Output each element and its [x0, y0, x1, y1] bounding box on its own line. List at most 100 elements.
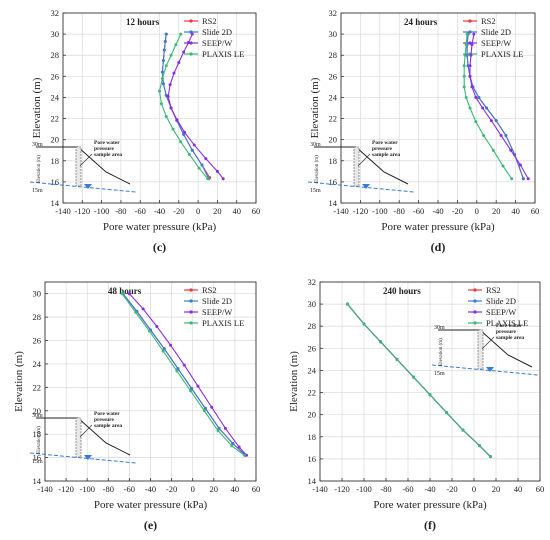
series-line-seep-w: [347, 303, 491, 458]
data-point: [160, 76, 164, 80]
inset-top-label: 30m: [32, 413, 43, 419]
data-point: [468, 106, 472, 110]
x-tick-label: 0: [472, 484, 476, 494]
slope-inset-diagram: 30m 15m Elevation (m) Pore water pressure sam…: [29, 140, 137, 194]
y-tick-label: 26: [308, 343, 317, 353]
data-point: [216, 429, 220, 433]
data-point: [491, 148, 495, 152]
water-table-line: [307, 181, 415, 193]
data-point: [186, 41, 190, 45]
water-level-icon: [362, 184, 370, 189]
x-tick-label: -40: [154, 206, 165, 216]
x-tick-label: 40: [511, 206, 520, 216]
y-tick-label: 14: [329, 198, 338, 208]
data-point: [464, 95, 468, 99]
data-point: [463, 53, 467, 57]
data-point: [187, 152, 191, 156]
sample-area-column: [75, 146, 82, 187]
data-point: [474, 120, 478, 124]
legend-label: PLAXIS LE: [202, 318, 244, 328]
data-point: [190, 148, 194, 152]
data-point: [189, 389, 193, 393]
data-point: [462, 74, 466, 78]
water-table-line: [431, 364, 539, 376]
water-level-icon: [84, 455, 92, 460]
slope-inset-diagram: 30m 15m Elevation (m) Pore water pressure sam…: [431, 323, 539, 377]
x-tick-label: 60: [252, 206, 261, 216]
data-point: [501, 164, 505, 168]
y-tick-label: 24: [329, 92, 338, 102]
y-tick-label: 16: [308, 454, 317, 464]
legend-marker: [189, 321, 193, 325]
data-point: [509, 148, 513, 152]
series-line-slide-2d: [347, 303, 491, 458]
data-point: [469, 53, 473, 57]
x-tick-label: 0: [196, 206, 200, 216]
legend-label: RS2: [481, 16, 496, 26]
y-tick-label: 20: [51, 135, 60, 145]
data-point: [210, 405, 214, 409]
inset-bottom-label: 15m: [32, 459, 43, 465]
x-tick-label: -140: [37, 484, 53, 494]
chart-panel-1: -140 -120 -100 -80 -60 -40 -20 0 20 40 60 14 16 18 20 2…: [29, 8, 261, 254]
annotation-leader: [357, 153, 371, 167]
y-tick-label: 22: [51, 114, 60, 124]
data-point: [445, 410, 448, 414]
panel-label: (f): [424, 518, 436, 532]
y-tick-label: 14: [308, 476, 317, 486]
data-point: [147, 329, 151, 333]
data-point: [217, 426, 221, 430]
data-point: [183, 130, 187, 134]
y-tick-label: 22: [308, 388, 317, 398]
y-tick-label: 26: [51, 71, 60, 81]
y-tick-label: 16: [33, 453, 42, 463]
series-line-seep-w: [167, 33, 224, 180]
data-point: [474, 95, 478, 99]
chart-title: 240 hours: [383, 286, 421, 296]
legend-label: PLAXIS LE: [481, 49, 523, 59]
y-tick-label: 22: [329, 114, 338, 124]
x-tick-label: -100: [79, 484, 95, 494]
x-tick-label: -80: [394, 206, 405, 216]
water-table-line: [29, 452, 137, 464]
x-tick-label: -100: [94, 206, 110, 216]
legend-marker: [473, 321, 477, 325]
water-table-line: [29, 181, 137, 193]
data-point: [464, 43, 468, 47]
y-tick-label: 28: [308, 321, 317, 331]
x-tick-label: -100: [372, 206, 388, 216]
data-point: [176, 367, 180, 371]
x-tick-label: -60: [124, 484, 135, 494]
x-tick-label: -140: [55, 206, 71, 216]
data-point: [489, 119, 493, 123]
x-axis-label: Pore water pressure (kPa): [103, 221, 217, 233]
data-point: [171, 127, 175, 131]
x-tick-label: -60: [135, 206, 146, 216]
x-tick-label: -60: [413, 206, 424, 216]
x-tick-label: 60: [252, 484, 261, 494]
data-point: [179, 32, 183, 36]
legend-marker: [473, 310, 477, 314]
data-point: [161, 349, 165, 353]
sample-area-column: [353, 146, 360, 187]
data-point: [206, 177, 210, 181]
data-point: [172, 71, 176, 75]
y-tick-label: 20: [33, 406, 42, 416]
data-point: [190, 32, 194, 36]
x-tick-label: 20: [210, 484, 219, 494]
data-point: [175, 369, 179, 373]
panel-label: (d): [431, 240, 446, 254]
data-point: [164, 64, 168, 68]
data-point: [395, 357, 399, 361]
inset-bottom-label: 15m: [310, 188, 321, 194]
x-tick-label: 40: [231, 484, 240, 494]
legend-label: SEEP/W: [202, 307, 232, 317]
legend-marker: [189, 310, 193, 314]
x-tick-label: 40: [514, 484, 523, 494]
panel-label: (e): [144, 518, 157, 532]
y-tick-label: 30: [308, 299, 317, 309]
x-tick-label: 20: [213, 206, 222, 216]
water-level-icon: [486, 367, 494, 372]
legend-marker: [189, 41, 193, 45]
slope-profile: [314, 146, 409, 185]
